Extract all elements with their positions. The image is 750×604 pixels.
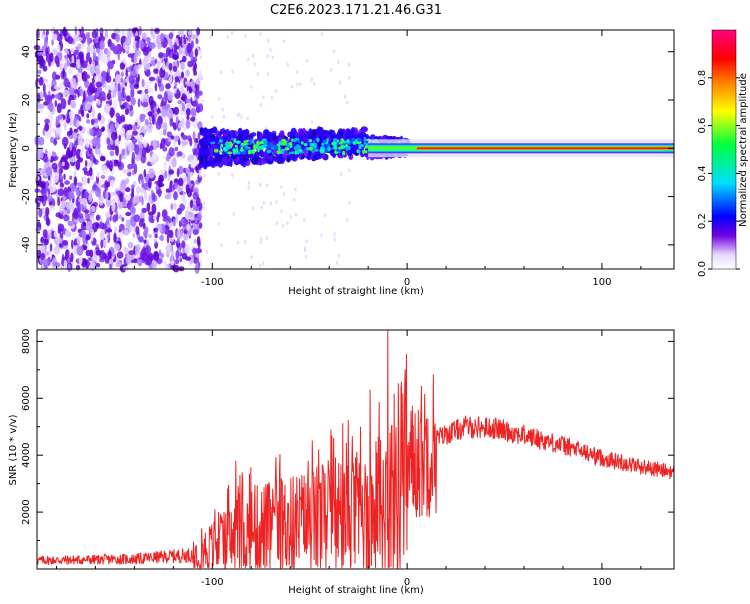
colorbar-label: Normalized spectral amplitude bbox=[738, 73, 749, 227]
y-tick-label: 6000 bbox=[21, 386, 32, 411]
colorbar: 0.0 0.2 0.4 0.6 0.8 Normalized spectral ampl… bbox=[697, 29, 749, 277]
snr-y-label: SNR (10 * v/v) bbox=[8, 414, 19, 485]
colorbar-tick-label: 0.6 bbox=[697, 118, 708, 134]
spectrogram-y-label: Frequency (Hz) bbox=[8, 112, 19, 188]
colorbar-tick-label: 0.4 bbox=[697, 165, 708, 181]
colorbar-gradient bbox=[711, 29, 737, 270]
y-tick-label: 4000 bbox=[21, 442, 32, 467]
x-tick-label: -100 bbox=[201, 577, 224, 588]
snr-frame bbox=[36, 329, 675, 570]
snr-panel: -100 0 100 2000 4000 6000 8000 Height of stra… bbox=[8, 329, 675, 596]
colorbar-tick-label: 0.8 bbox=[697, 70, 708, 86]
spectrogram-panel: -100 0 100 -40 -20 0 20 40 Height of straight … bbox=[8, 25, 675, 297]
x-tick-label: 100 bbox=[592, 577, 611, 588]
y-tick-label: -40 bbox=[21, 237, 32, 253]
colorbar-ticks: 0.0 0.2 0.4 0.6 0.8 bbox=[697, 70, 740, 277]
spectrogram-heatmap bbox=[33, 25, 674, 274]
y-tick-label: 2000 bbox=[21, 499, 32, 524]
snr-x-ticks: -100 0 100 bbox=[55, 330, 642, 588]
snr-y-ticks: 2000 4000 6000 8000 bbox=[21, 329, 674, 542]
spectrogram-frame bbox=[36, 29, 675, 270]
y-tick-label: 20 bbox=[21, 94, 32, 107]
y-tick-label: 0 bbox=[21, 145, 32, 151]
colorbar-tick-label: 0.2 bbox=[697, 213, 708, 229]
x-tick-label: 0 bbox=[404, 277, 410, 288]
x-tick-label: 0 bbox=[404, 577, 410, 588]
x-tick-label: 100 bbox=[592, 277, 611, 288]
snr-series-line bbox=[37, 330, 674, 569]
spectrogram-x-ticks: -100 0 100 bbox=[55, 30, 642, 288]
y-tick-label: -20 bbox=[21, 188, 32, 204]
y-tick-label: 8000 bbox=[21, 329, 32, 354]
snr-x-label: Height of straight line (km) bbox=[288, 585, 424, 596]
colorbar-tick-label: 0.0 bbox=[697, 261, 708, 277]
y-tick-label: 40 bbox=[21, 45, 32, 58]
x-tick-label: -100 bbox=[201, 277, 224, 288]
chart-title: C2E6.2023.171.21.46.G31 bbox=[270, 3, 442, 18]
spectrogram-y-ticks: -40 -20 0 20 40 bbox=[21, 39, 674, 270]
spectrogram-x-label: Height of straight line (km) bbox=[288, 286, 424, 297]
